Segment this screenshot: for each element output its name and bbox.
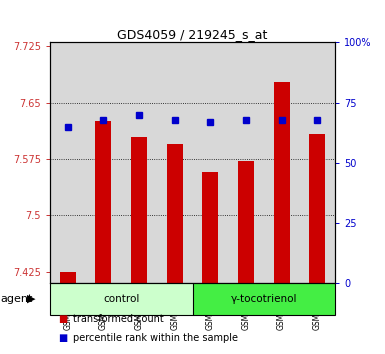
- Text: γ-tocotrienol: γ-tocotrienol: [231, 294, 297, 304]
- Text: GSM545863: GSM545863: [135, 284, 144, 330]
- Text: GSM545868: GSM545868: [313, 284, 321, 330]
- Bar: [121, 42, 157, 283]
- Bar: [273, 82, 290, 283]
- Bar: [238, 161, 254, 283]
- Bar: [157, 42, 192, 283]
- Bar: [228, 42, 264, 283]
- Text: GSM545866: GSM545866: [241, 284, 250, 330]
- Text: agent: agent: [0, 294, 32, 304]
- Text: ■: ■: [58, 333, 67, 343]
- Bar: [131, 137, 147, 283]
- Text: ■: ■: [58, 314, 67, 324]
- Bar: [85, 42, 121, 283]
- Text: control: control: [103, 294, 139, 304]
- Bar: [300, 42, 335, 283]
- Bar: [202, 172, 218, 283]
- Text: GSM545865: GSM545865: [206, 284, 215, 330]
- Text: GSM545867: GSM545867: [277, 284, 286, 330]
- Bar: [264, 42, 300, 283]
- Text: GSM545861: GSM545861: [64, 284, 72, 330]
- Bar: [167, 144, 183, 283]
- Text: GSM545864: GSM545864: [170, 284, 179, 330]
- Bar: [50, 283, 192, 315]
- Text: percentile rank within the sample: percentile rank within the sample: [73, 333, 238, 343]
- Bar: [50, 42, 85, 283]
- Bar: [192, 42, 228, 283]
- Text: GSM545862: GSM545862: [99, 284, 108, 330]
- Text: transformed count: transformed count: [73, 314, 164, 324]
- Title: GDS4059 / 219245_s_at: GDS4059 / 219245_s_at: [117, 28, 268, 41]
- Bar: [192, 283, 335, 315]
- Bar: [309, 134, 325, 283]
- Bar: [60, 272, 76, 283]
- Text: ▶: ▶: [27, 294, 35, 304]
- Bar: [95, 121, 112, 283]
